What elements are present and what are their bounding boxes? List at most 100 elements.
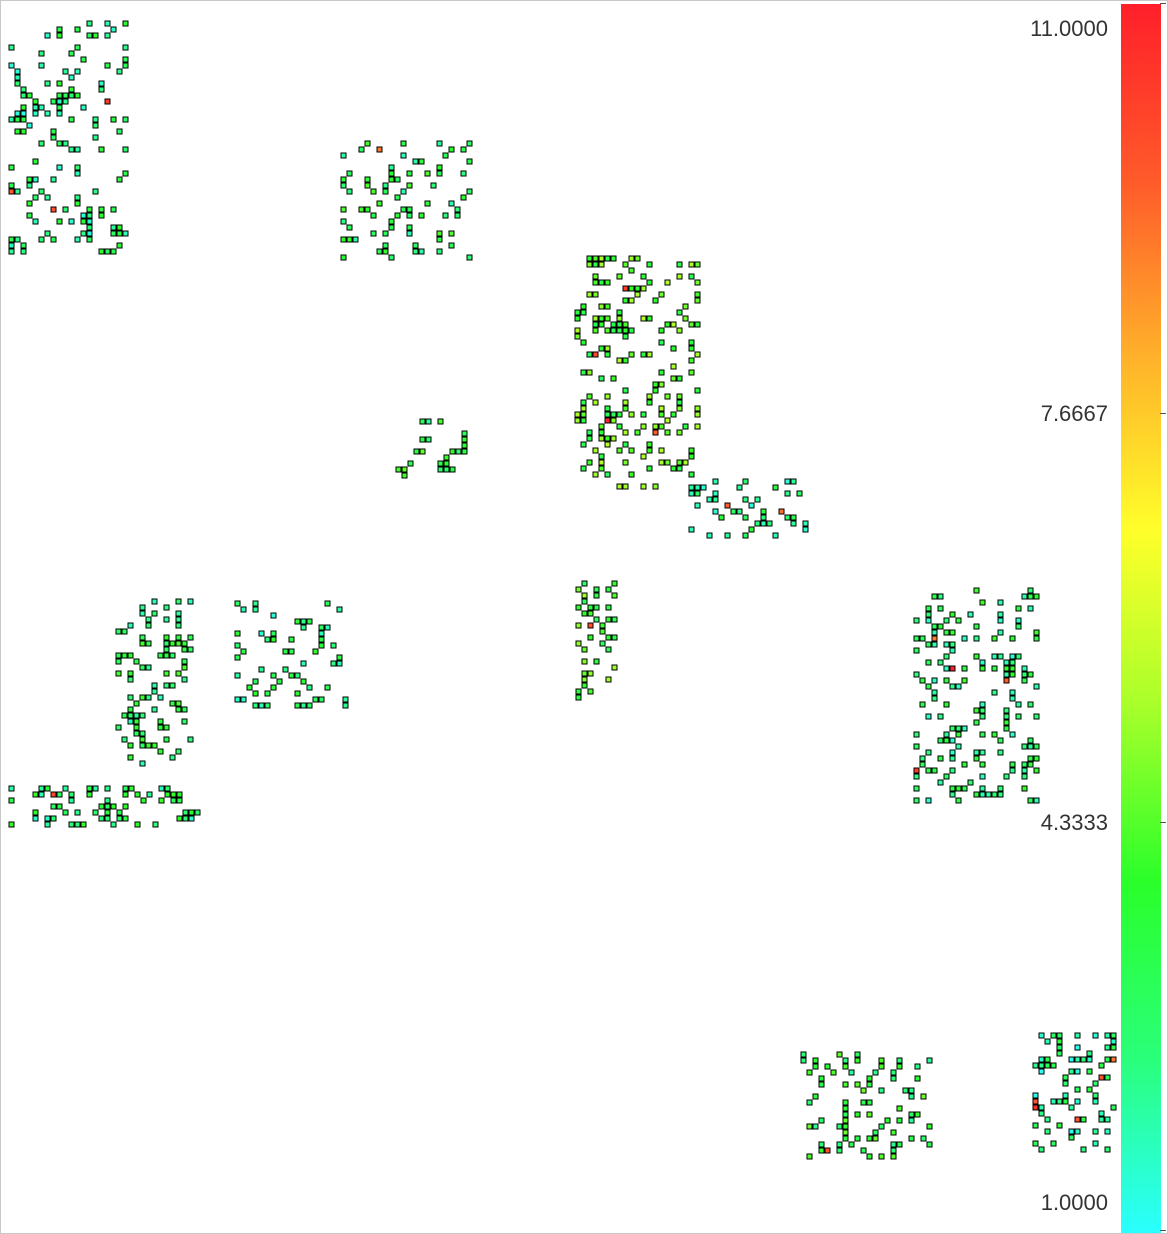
heatmap-cell bbox=[598, 303, 605, 310]
heatmap-cell bbox=[68, 74, 75, 81]
heatmap-cell bbox=[32, 176, 39, 183]
heatmap-cell bbox=[580, 309, 587, 316]
heatmap-cell bbox=[652, 429, 659, 436]
heatmap-cell bbox=[836, 1147, 843, 1154]
heatmap-cell bbox=[605, 604, 612, 611]
heatmap-cell bbox=[424, 170, 431, 177]
heatmap-cell bbox=[931, 677, 938, 684]
heatmap-cell bbox=[122, 230, 129, 237]
heatmap-cell bbox=[800, 1057, 807, 1064]
heatmap-cell bbox=[670, 375, 677, 382]
heatmap-cell bbox=[736, 484, 743, 491]
heatmap-cell bbox=[754, 496, 761, 503]
heatmap-cell bbox=[56, 32, 63, 39]
heatmap-cell bbox=[622, 387, 629, 394]
heatmap-cell bbox=[913, 767, 920, 774]
heatmap-cell bbox=[1009, 635, 1016, 642]
heatmap-cell bbox=[598, 459, 605, 466]
heatmap-cell bbox=[784, 490, 791, 497]
heatmap-cell bbox=[913, 671, 920, 678]
heatmap-cell bbox=[461, 430, 468, 437]
heatmap-cell bbox=[913, 731, 920, 738]
heatmap-cell bbox=[139, 712, 146, 719]
heatmap-cell bbox=[581, 610, 588, 617]
heatmap-cell bbox=[1104, 1056, 1111, 1063]
heatmap-cell bbox=[622, 285, 629, 292]
heatmap-cell bbox=[466, 158, 473, 165]
heatmap-cell bbox=[640, 285, 647, 292]
heatmap-cell bbox=[1033, 767, 1040, 774]
heatmap-cell bbox=[134, 791, 141, 798]
heatmap-cell bbox=[340, 176, 347, 183]
heatmap-cell bbox=[646, 351, 653, 358]
heatmap-cell bbox=[116, 815, 123, 822]
heatmap-cell bbox=[181, 640, 188, 647]
heatmap-cell bbox=[1021, 671, 1028, 678]
heatmap-cell bbox=[902, 1087, 909, 1094]
heatmap-cell bbox=[836, 1141, 843, 1148]
heatmap-cell bbox=[920, 1135, 927, 1142]
heatmap-cell bbox=[187, 736, 194, 743]
heatmap-cell bbox=[592, 327, 599, 334]
heatmap-cell bbox=[848, 1141, 855, 1148]
heatmap-cell bbox=[682, 315, 689, 322]
heatmap-cell bbox=[1038, 1032, 1045, 1039]
heatmap-cell bbox=[1086, 1068, 1093, 1075]
heatmap-cell bbox=[1033, 683, 1040, 690]
heatmap-cell bbox=[1033, 755, 1040, 762]
heatmap-cell bbox=[1032, 1122, 1039, 1129]
heatmap-cell bbox=[163, 616, 170, 623]
heatmap-cell bbox=[56, 164, 63, 171]
heatmap-cell bbox=[133, 658, 140, 665]
heatmap-cell bbox=[694, 261, 701, 268]
heatmap-cell bbox=[127, 652, 134, 659]
heatmap-cell bbox=[694, 405, 701, 412]
heatmap-cell bbox=[68, 50, 75, 57]
heatmap-cell bbox=[8, 164, 15, 171]
heatmap-cell bbox=[92, 32, 99, 39]
heatmap-cell bbox=[640, 453, 647, 460]
heatmap-cell bbox=[991, 731, 998, 738]
heatmap-cell bbox=[676, 459, 683, 466]
heatmap-cell bbox=[175, 616, 182, 623]
heatmap-cell bbox=[634, 285, 641, 292]
heatmap-cell bbox=[80, 230, 87, 237]
heatmap-cell bbox=[931, 635, 938, 642]
heatmap-cell bbox=[919, 677, 926, 684]
heatmap-cell bbox=[324, 624, 331, 631]
heatmap-cell bbox=[622, 357, 629, 364]
heatmap-cell bbox=[14, 188, 21, 195]
heatmap-cell bbox=[605, 634, 612, 641]
heatmap-cell bbox=[448, 146, 455, 153]
heatmap-cell bbox=[32, 194, 39, 201]
heatmap-cell bbox=[676, 393, 683, 400]
heatmap-cell bbox=[1050, 1098, 1057, 1105]
heatmap-cell bbox=[926, 1057, 933, 1064]
heatmap-cell bbox=[979, 665, 986, 672]
heatmap-cell bbox=[688, 357, 695, 364]
heatmap-cell bbox=[437, 460, 444, 467]
heatmap-cell bbox=[1009, 671, 1016, 678]
heatmap-cell bbox=[925, 767, 932, 774]
heatmap-cell bbox=[587, 604, 594, 611]
heatmap-cell bbox=[742, 514, 749, 521]
heatmap-cell bbox=[169, 754, 176, 761]
heatmap-cell bbox=[110, 224, 117, 231]
heatmap-cell bbox=[670, 321, 677, 328]
heatmap-cell bbox=[264, 702, 271, 709]
heatmap-cell bbox=[1009, 767, 1016, 774]
heatmap-cell bbox=[151, 682, 158, 689]
heatmap-cell bbox=[925, 641, 932, 648]
heatmap-cell bbox=[413, 448, 420, 455]
heatmap-cell bbox=[466, 140, 473, 147]
heatmap-cell bbox=[949, 641, 956, 648]
heatmap-cell bbox=[443, 454, 450, 461]
heatmap-cell bbox=[133, 730, 140, 737]
heatmap-cell bbox=[1027, 761, 1034, 768]
heatmap-cell bbox=[140, 797, 147, 804]
heatmap-cell bbox=[818, 1141, 825, 1148]
heatmap-cell bbox=[116, 128, 123, 135]
heatmap-cell bbox=[139, 742, 146, 749]
heatmap-cell bbox=[92, 134, 99, 141]
heatmap-cell bbox=[967, 611, 974, 618]
